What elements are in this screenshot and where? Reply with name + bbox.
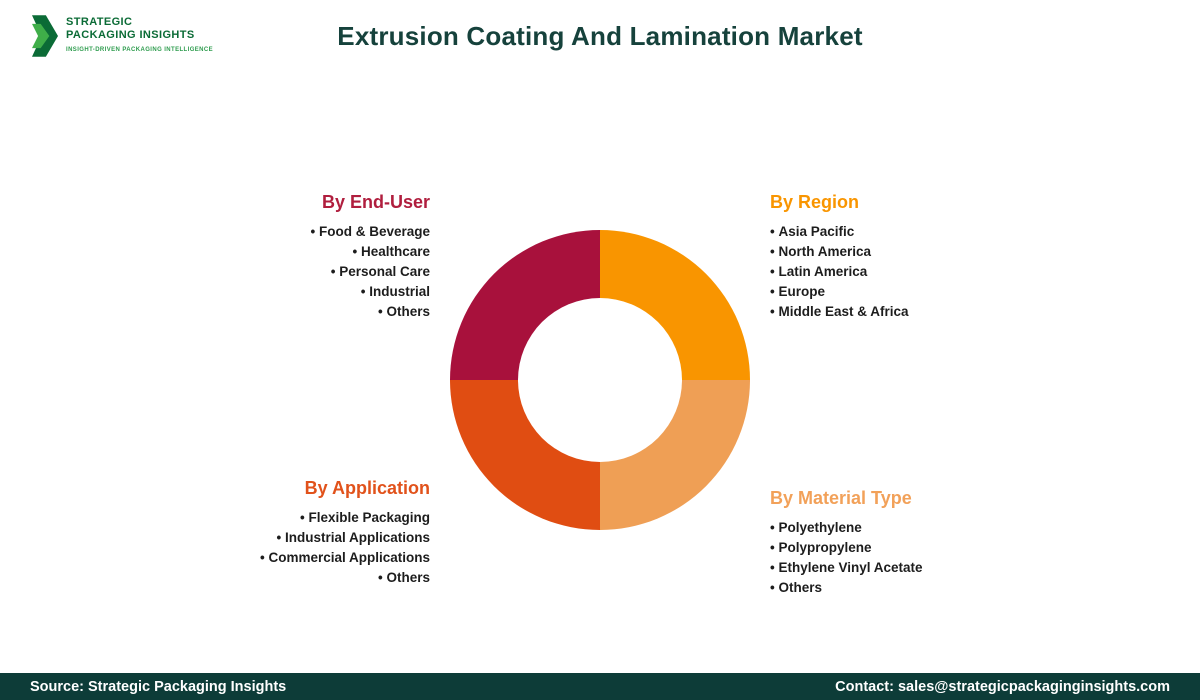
footer-source-text: Source: Strategic Packaging Insights bbox=[30, 678, 287, 695]
list-item: Ethylene Vinyl Acetate bbox=[770, 558, 922, 578]
logo-tagline: INSIGHT-DRIVEN PACKAGING INTELLIGENCE bbox=[66, 47, 214, 53]
group-material-type-heading: By Material Type bbox=[770, 488, 912, 508]
list-item: Latin America bbox=[770, 262, 909, 282]
group-application: By Application Flexible Packaging Indust… bbox=[260, 478, 430, 588]
group-region-heading: By Region bbox=[770, 192, 860, 212]
list-item: Others bbox=[310, 302, 430, 322]
list-item: Healthcare bbox=[310, 242, 430, 262]
footer-bar: Source: Strategic Packaging Insights Con… bbox=[0, 673, 1200, 700]
group-application-heading: By Application bbox=[304, 478, 430, 498]
logo-line-1: STRATEGIC bbox=[66, 16, 133, 28]
list-item: Europe bbox=[770, 282, 909, 302]
group-region-list: Asia Pacific North America Latin America… bbox=[770, 222, 909, 322]
list-item: Personal Care bbox=[310, 262, 430, 282]
list-item: Food & Beverage bbox=[310, 222, 430, 242]
list-item: Others bbox=[260, 568, 430, 588]
list-item: Asia Pacific bbox=[770, 222, 909, 242]
list-item: North America bbox=[770, 242, 909, 262]
list-item: Others bbox=[770, 578, 923, 598]
list-item: Middle East & Africa bbox=[770, 302, 908, 322]
group-application-list: Flexible Packaging Industrial Applicatio… bbox=[260, 508, 430, 588]
footer-contact-text: Contact: sales@strategicpackaginginsight… bbox=[835, 678, 1170, 695]
donut-chart bbox=[450, 230, 750, 530]
logo-text: STRATEGIC PACKAGING INSIGHTS INSIGHT-DRI… bbox=[66, 12, 213, 53]
list-item: Flexible Packaging bbox=[260, 508, 430, 528]
page-title: Extrusion Coating And Lamination Market bbox=[337, 21, 863, 51]
group-end-user-list: Food & Beverage Healthcare Personal Care… bbox=[310, 222, 430, 322]
list-item: Polyethylene bbox=[770, 518, 923, 538]
donut-hole bbox=[518, 298, 682, 462]
list-item: Industrial bbox=[310, 282, 430, 302]
group-end-user: By End-User Food & Beverage Healthcare P… bbox=[310, 192, 430, 322]
group-end-user-heading: By End-User bbox=[321, 192, 430, 212]
logo-line-2: PACKAGING INSIGHTS bbox=[66, 29, 195, 41]
group-material-type: By Material Type Polyethylene Polypropyl… bbox=[770, 488, 923, 598]
group-material-type-list: Polyethylene Polypropylene Ethylene Viny… bbox=[770, 518, 923, 598]
logo-chevron-icon bbox=[32, 15, 58, 57]
list-item: Polypropylene bbox=[770, 538, 923, 558]
list-item: Industrial Applications bbox=[260, 528, 430, 548]
group-region: By Region Asia Pacific North America Lat… bbox=[770, 192, 909, 322]
list-item: Commercial Applications bbox=[260, 548, 430, 568]
brand-logo: STRATEGIC PACKAGING INSIGHTS INSIGHT-DRI… bbox=[32, 12, 213, 60]
